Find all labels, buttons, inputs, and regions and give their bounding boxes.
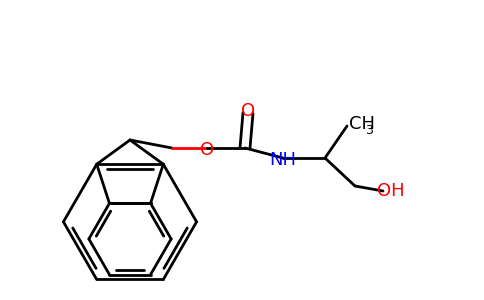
Text: CH: CH bbox=[349, 115, 375, 133]
Text: 3: 3 bbox=[365, 124, 373, 136]
Text: OH: OH bbox=[377, 182, 405, 200]
Text: O: O bbox=[241, 102, 255, 120]
Text: O: O bbox=[200, 141, 214, 159]
Text: NH: NH bbox=[270, 151, 297, 169]
